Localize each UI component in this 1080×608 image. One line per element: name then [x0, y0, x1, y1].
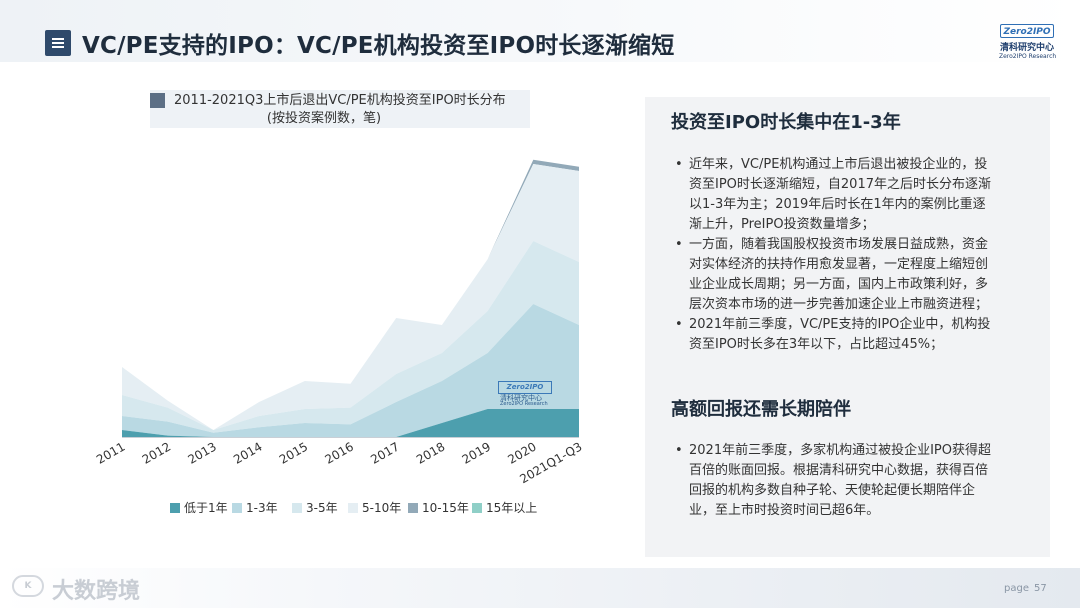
x-tick-label: 2015 — [277, 439, 310, 466]
x-tick-label: 2019 — [460, 439, 493, 466]
watermark-mark: Zero2IPO — [498, 381, 552, 394]
chart-areas — [122, 159, 579, 437]
logo-mark: Zero2IPO — [1000, 24, 1054, 38]
page-number: 57 — [1034, 583, 1047, 594]
x-tick-label: 2011 — [94, 439, 127, 466]
legend-item: 低于1年 — [170, 499, 228, 516]
legend-swatch — [292, 503, 302, 513]
x-tick-label: 2013 — [185, 439, 218, 466]
legend-label: 3-5年 — [306, 501, 338, 515]
x-tick-label: 2018 — [414, 439, 447, 466]
area-series-0 — [122, 409, 579, 437]
page-title: VC/PE支持的IPO：VC/PE机构投资至IPO时长逐渐缩短 — [82, 33, 675, 59]
section1-title: 投资至IPO时长集中在1-3年 — [671, 112, 901, 133]
area-chart: 2011 2012 2013 2014 2015 2016 2017 2018 2019 2020… — [94, 159, 585, 486]
section1-bullet: 一方面，随着我国股权投资市场发展日益成熟，资金对实体经济的扶持作用愈发显著，一定… — [673, 235, 995, 315]
legend-swatch — [472, 503, 482, 513]
legend-item: 3-5年 — [292, 499, 338, 516]
legend-label: 5-10年 — [362, 501, 402, 515]
zero2ipo-logo: Zero2IPO 清科研究中心 Zero2IPO Research — [998, 24, 1060, 64]
section1-bullet: 2021年前三季度，VC/PE支持的IPO企业中，机构投资至IPO时长多在3年以… — [673, 315, 995, 355]
page-label: page — [1004, 583, 1029, 594]
legend-swatch — [170, 503, 180, 513]
legend-swatch — [348, 503, 358, 513]
logo-en-text: Zero2IPO Research — [999, 53, 1057, 60]
area-series-3 — [122, 164, 579, 430]
x-tick-labels: 2011 2012 2013 2014 2015 2016 2017 2018 2019 2020… — [94, 439, 584, 486]
legend-label: 10-15年 — [422, 501, 469, 515]
x-tick-label: 2020 — [505, 439, 538, 466]
area-series-1 — [122, 304, 579, 437]
legend-label: 低于1年 — [184, 501, 228, 515]
section2-title: 高额回报还需长期陪伴 — [671, 399, 851, 420]
chart-title-square-icon — [150, 93, 165, 108]
chart-title: 2011-2021Q3上市后退出VC/PE机构投资至IPO时长分布 — [174, 93, 506, 108]
legend-item: 15年以上 — [472, 499, 537, 516]
legend-label: 1-3年 — [246, 501, 278, 515]
legend-swatch — [408, 503, 418, 513]
footer-band — [0, 568, 1080, 608]
brand-text: 大数跨境 — [52, 579, 141, 604]
section1-bullets: 近年来，VC/PE机构通过上市后退出被投企业的，投资至IPO时长逐渐缩短，自20… — [673, 155, 995, 355]
x-tick-label: 2016 — [323, 439, 356, 466]
watermark-cn: 清科研究中心 — [500, 394, 542, 402]
section2-bullet: 2021年前三季度，多家机构通过被投企业IPO获得超百倍的账面回报。根据清科研究… — [673, 441, 995, 521]
x-tick-label: 2012 — [140, 439, 173, 466]
area-series-2 — [122, 241, 579, 433]
legend-item: 5-10年 — [348, 499, 401, 516]
menu-icon[interactable] — [45, 30, 71, 56]
legend-label: 15年以上 — [486, 501, 538, 515]
chart-watermark: Zero2IPO 清科研究中心 Zero2IPO Research — [498, 381, 552, 407]
x-tick-label: 2014 — [231, 439, 264, 466]
legend-item: 10-15年 — [408, 499, 469, 516]
legend-item: 1-3年 — [232, 499, 278, 516]
insight-panel: 投资至IPO时长集中在1-3年 近年来，VC/PE机构通过上市后退出被投企业的，… — [645, 97, 1050, 557]
header-band — [0, 0, 1080, 62]
chart-title-block: 2011-2021Q3上市后退出VC/PE机构投资至IPO时长分布 (按投资案例… — [150, 90, 530, 128]
brand-logo-icon: K — [12, 575, 44, 597]
x-tick-label: 2017 — [368, 439, 401, 466]
section2-bullets: 2021年前三季度，多家机构通过被投企业IPO获得超百倍的账面回报。根据清科研究… — [673, 441, 995, 521]
chart-subtitle: (按投资案例数，笔) — [266, 111, 382, 126]
logo-cn-text: 清科研究中心 — [1000, 43, 1055, 53]
watermark-en: Zero2IPO Research — [500, 401, 548, 407]
section1-bullet: 近年来，VC/PE机构通过上市后退出被投企业的，投资至IPO时长逐渐缩短，自20… — [673, 155, 995, 235]
legend-swatch — [232, 503, 242, 513]
